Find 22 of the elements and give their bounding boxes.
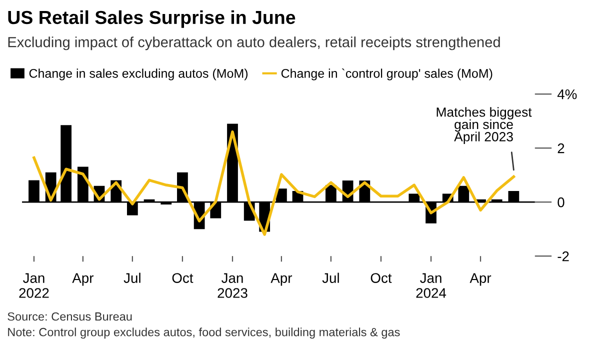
legend-label: Change in sales excluding autos (MoM): [29, 68, 248, 80]
x-tick-label: Apr: [72, 273, 94, 286]
x-tick-label: Oct: [370, 273, 392, 283]
chart-subtitle: Excluding impact of cyberattack on auto dealers, retail receipts strengthened: [8, 36, 500, 50]
y-tick-label: 0: [558, 197, 564, 208]
legend-label: Change in `control group' sales (MoM): [281, 68, 492, 80]
x-tick-label: Jan 2024: [416, 273, 446, 298]
x-tick-label: Oct: [172, 273, 194, 283]
source-note: Source: Census Bureau: [8, 312, 132, 321]
y-tick-label: 4%: [557, 89, 577, 100]
x-tick-label: Jan 2022: [19, 273, 49, 298]
x-tick-label: Jan 2023: [218, 273, 248, 298]
y-tick-label: -2: [558, 251, 569, 262]
x-tick-label: Apr: [470, 273, 492, 286]
y-tick-label: 2: [558, 143, 564, 154]
chart-title: US Retail Sales Surprise in June: [8, 10, 296, 28]
annotation: Matches biggest gain since April 2023: [436, 107, 532, 144]
x-tick-label: Jul: [124, 272, 140, 283]
text: Note: Control group excludes autos, food services, building materials & gas: [8, 328, 400, 339]
x-tick-label: Apr: [270, 273, 292, 286]
line-series: [32, 130, 516, 236]
x-tick-label: Jul: [322, 272, 339, 283]
